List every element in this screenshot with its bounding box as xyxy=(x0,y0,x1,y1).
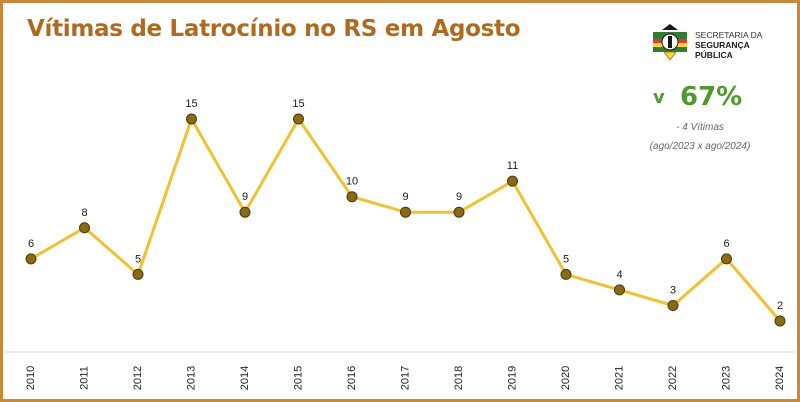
x-tick-2013: 2013 xyxy=(185,366,197,390)
x-tick-2017: 2017 xyxy=(399,366,411,390)
x-tick-2018: 2018 xyxy=(453,366,465,390)
x-tick-2023: 2023 xyxy=(720,366,732,390)
chart-title: Vítimas de Latrocínio no RS em Agosto xyxy=(27,16,521,42)
x-tick-2024: 2024 xyxy=(774,366,786,390)
x-tick-2015: 2015 xyxy=(292,366,304,390)
data-point-2013 xyxy=(186,113,197,125)
data-point-2010 xyxy=(25,253,37,265)
data-label-2022: 3 xyxy=(670,284,676,296)
data-label-2015: 15 xyxy=(292,98,304,110)
x-tick-2021: 2021 xyxy=(613,366,625,390)
data-point-2015 xyxy=(293,113,304,125)
data-label-2024: 2 xyxy=(777,300,783,312)
data-point-2011 xyxy=(79,222,90,234)
x-tick-2011: 2011 xyxy=(78,366,90,390)
data-label-2019: 11 xyxy=(507,160,518,172)
data-point-2020 xyxy=(560,268,572,280)
data-point-2019 xyxy=(507,175,518,187)
data-point-2016 xyxy=(346,191,358,203)
reduction-percent: 67% xyxy=(680,82,743,112)
data-label-2017: 9 xyxy=(402,191,408,203)
ssp-logo: SECRETARIA DA SEGURANÇA PÚBLICA xyxy=(650,22,770,68)
data-label-2014: 9 xyxy=(242,191,248,203)
series-line xyxy=(30,117,782,322)
data-label-2023: 6 xyxy=(723,238,729,250)
x-tick-2012: 2012 xyxy=(132,366,144,390)
x-tick-2019: 2019 xyxy=(506,366,518,390)
logo-line-publica: PÚBLICA xyxy=(695,50,733,60)
logo-line-seguranca: SEGURANÇA xyxy=(695,40,750,50)
x-tick-2014: 2014 xyxy=(239,366,251,390)
victims-delta: - 4 Vítimas xyxy=(676,122,724,133)
x-tick-2020: 2020 xyxy=(560,366,572,390)
comparison-period: (ago/2023 x ago/2024) xyxy=(649,141,751,152)
down-arrow-icon: v xyxy=(653,87,665,108)
data-point-2018 xyxy=(453,206,465,218)
data-label-2011: 8 xyxy=(81,207,87,219)
data-label-2016: 10 xyxy=(346,176,358,188)
data-label-2020: 5 xyxy=(563,253,569,265)
data-label-2021: 4 xyxy=(616,269,622,281)
data-point-2012 xyxy=(132,268,144,280)
rs-coat-of-arms-icon xyxy=(653,24,687,61)
data-label-2012: 5 xyxy=(135,253,141,265)
data-point-2014 xyxy=(239,206,251,218)
data-point-2022 xyxy=(667,299,679,311)
data-label-2013: 15 xyxy=(185,98,197,110)
logo-line-secretaria: SECRETARIA DA xyxy=(695,30,763,40)
data-point-2023 xyxy=(721,253,732,265)
data-label-2010: 6 xyxy=(28,238,34,250)
data-point-2017 xyxy=(400,206,411,218)
data-point-2024 xyxy=(774,315,786,327)
x-tick-2010: 2010 xyxy=(25,366,37,390)
x-tick-2016: 2016 xyxy=(346,366,358,390)
data-point-2021 xyxy=(614,284,625,296)
x-tick-2022: 2022 xyxy=(667,366,679,390)
data-label-2018: 9 xyxy=(456,191,462,203)
